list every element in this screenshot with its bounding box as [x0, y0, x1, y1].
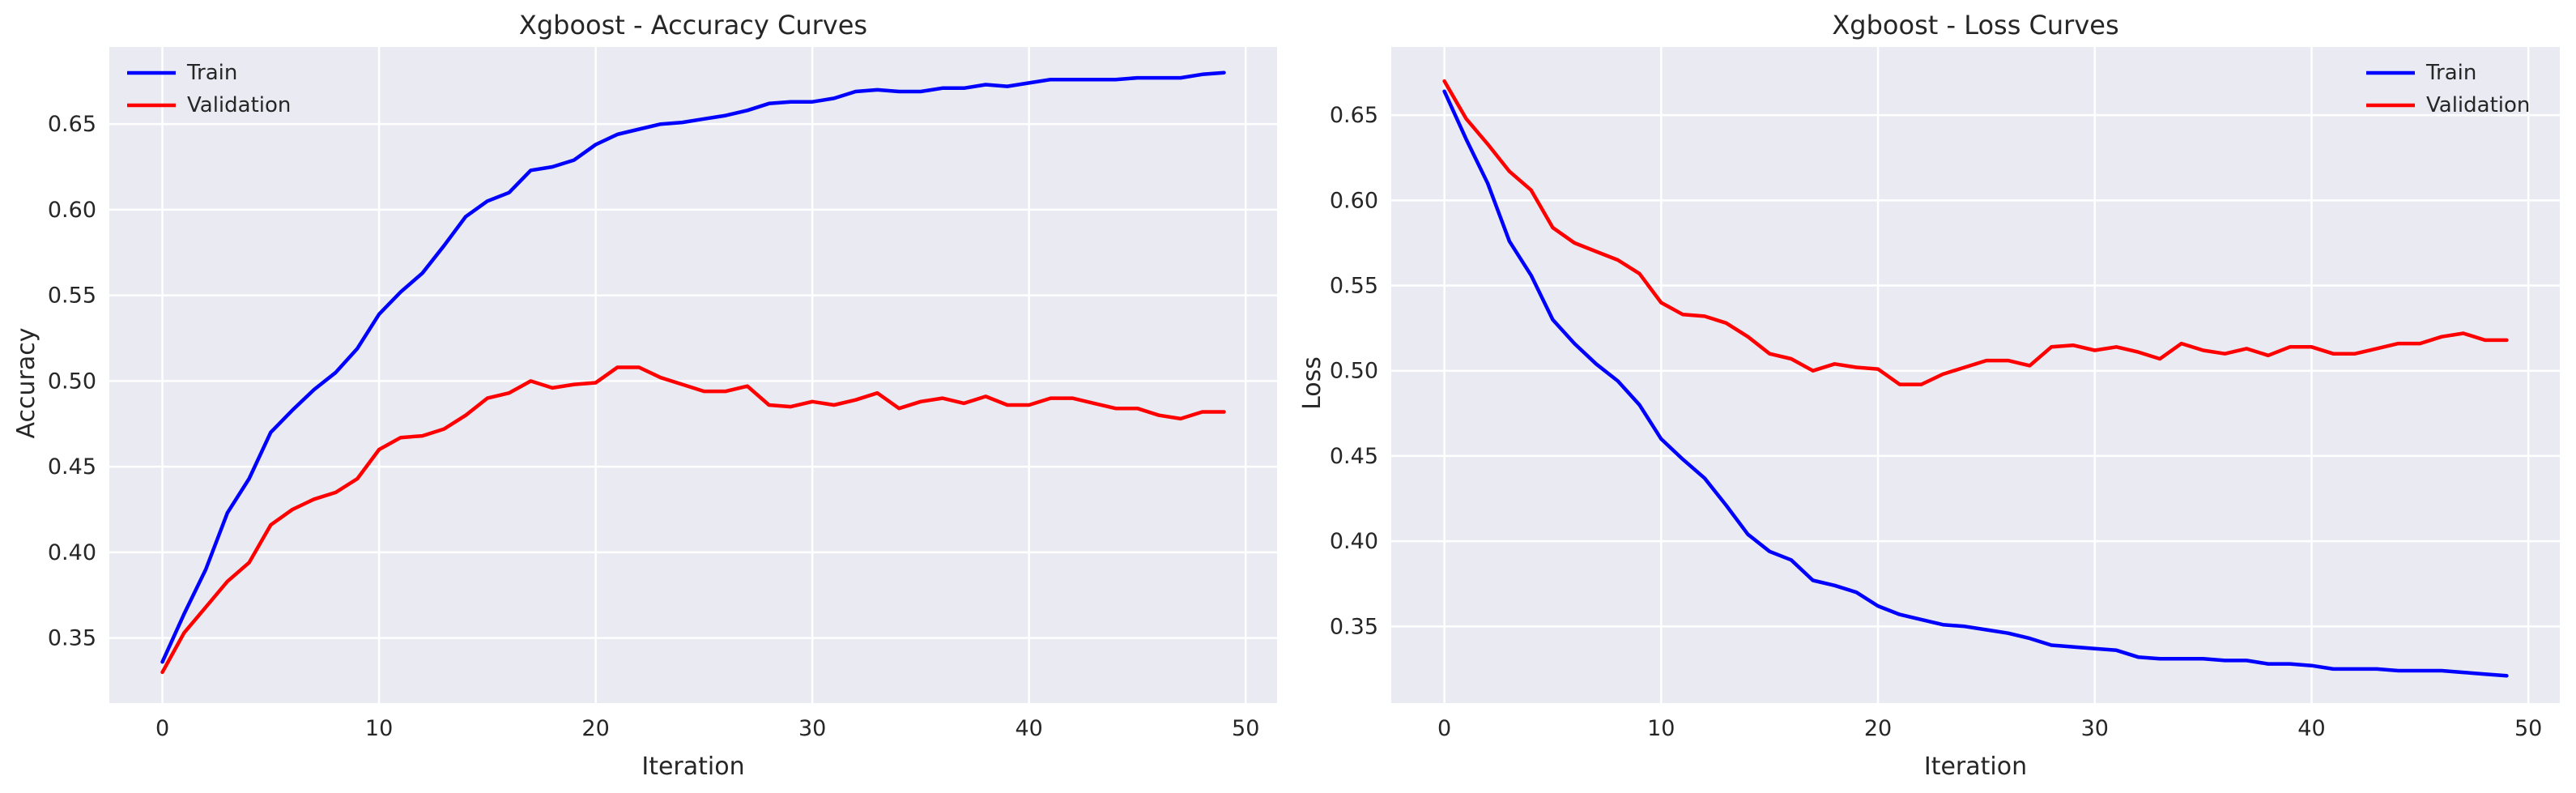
series-line-validation [1442, 79, 2509, 386]
x-tick-label: 30 [2081, 716, 2109, 741]
chart-panel-2: 0 10 20 30 40 50 0.35 0.40 0.45 0.50 0.55 0.60 0.65 X… [1298, 10, 2560, 781]
legend: Train Validation [127, 61, 291, 117]
legend-label: Validation [187, 93, 291, 117]
y-tick-label: 0.50 [1330, 359, 1378, 384]
y-tick-label: 0.65 [1330, 103, 1378, 128]
legend-label: Train [2425, 61, 2476, 85]
series-line-train [160, 70, 1226, 664]
x-tick-label: 40 [2297, 716, 2325, 741]
y-tick-label: 0.35 [48, 626, 96, 651]
x-tick-label: 30 [798, 716, 826, 741]
chart-title: Xgboost - Loss Curves [1832, 10, 2118, 41]
x-tick-label: 20 [581, 716, 609, 741]
series-line-train [1442, 89, 2509, 678]
x-axis-label: Iteration [641, 752, 744, 781]
x-tick-label: 50 [1232, 716, 1259, 741]
legend-label: Train [186, 61, 237, 85]
y-tick-label: 0.40 [48, 540, 96, 565]
y-tick-label: 0.35 [1330, 614, 1378, 639]
x-axis-label: Iteration [1924, 752, 2027, 781]
y-tick-label: 0.45 [1330, 444, 1378, 469]
y-axis-label: Loss [1298, 356, 1326, 410]
series-line-validation [160, 365, 1226, 675]
x-tick-label: 0 [155, 716, 169, 741]
chart-panel-1: 0 10 20 30 40 50 0.35 0.40 0.45 0.50 0.55 0.60 0.65 X… [12, 10, 1277, 781]
y-tick-label: 0.55 [1330, 274, 1378, 299]
x-tick-label: 20 [1864, 716, 1892, 741]
y-tick-label: 0.65 [48, 112, 96, 137]
y-tick-label: 0.55 [48, 284, 96, 309]
x-tick-label: 50 [2514, 716, 2542, 741]
plot-area [1391, 47, 2560, 703]
legend: Train Validation [2366, 61, 2530, 117]
legend-label: Validation [2426, 93, 2530, 117]
y-tick-label: 0.60 [1330, 188, 1378, 213]
x-tick-label: 40 [1015, 716, 1042, 741]
y-tick-label: 0.50 [48, 369, 96, 394]
y-tick-label: 0.60 [48, 198, 96, 223]
plot-area [109, 47, 1277, 703]
chart-title: Xgboost - Accuracy Curves [519, 10, 867, 41]
x-tick-label: 0 [1437, 716, 1451, 741]
y-axis-label: Accuracy [12, 328, 40, 439]
y-tick-label: 0.40 [1330, 529, 1378, 554]
x-tick-label: 10 [365, 716, 393, 741]
y-tick-label: 0.45 [48, 454, 96, 480]
x-tick-label: 10 [1647, 716, 1675, 741]
